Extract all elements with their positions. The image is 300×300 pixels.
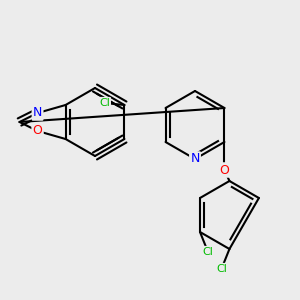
- Text: Cl: Cl: [202, 247, 213, 257]
- Text: O: O: [220, 164, 230, 176]
- Text: O: O: [33, 124, 43, 137]
- Text: Cl: Cl: [99, 98, 110, 108]
- Text: Cl: Cl: [216, 264, 227, 274]
- Text: N: N: [33, 106, 42, 119]
- Text: N: N: [190, 152, 200, 166]
